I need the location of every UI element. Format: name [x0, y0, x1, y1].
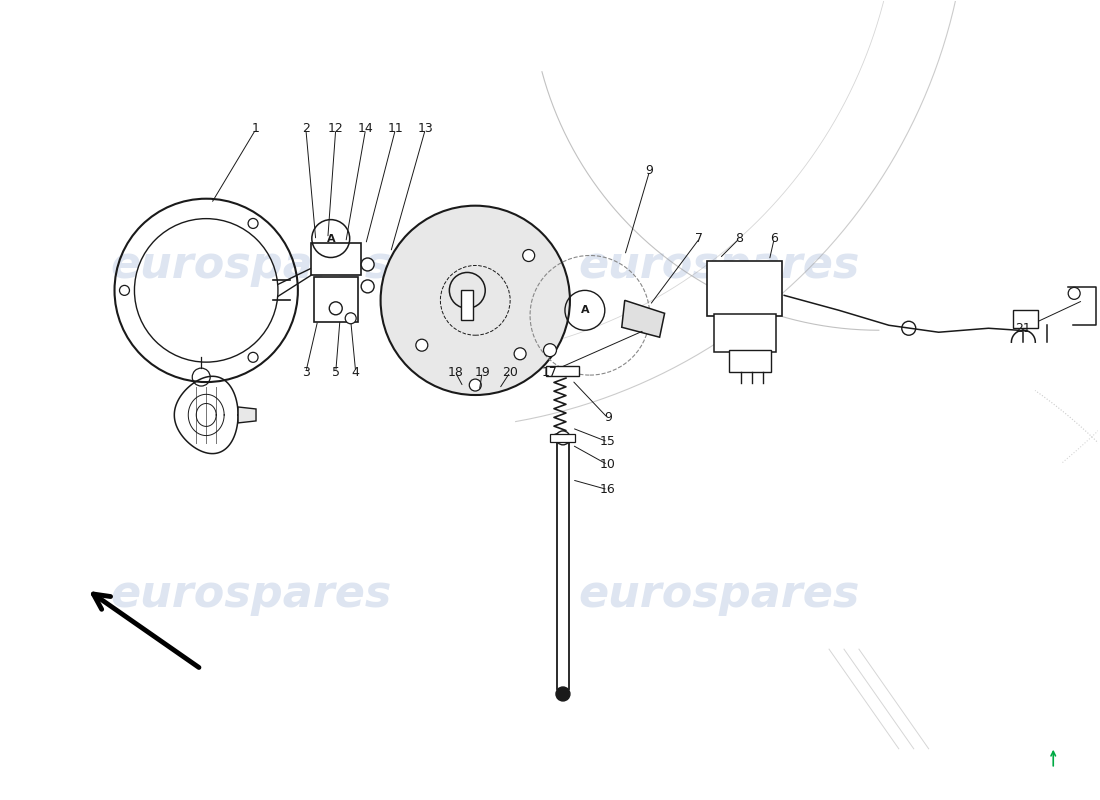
Circle shape: [514, 348, 526, 360]
FancyBboxPatch shape: [546, 366, 579, 376]
Polygon shape: [461, 290, 473, 320]
FancyBboxPatch shape: [1013, 310, 1038, 328]
Polygon shape: [238, 407, 256, 423]
Text: 9: 9: [646, 164, 653, 178]
Circle shape: [1068, 287, 1080, 299]
Circle shape: [543, 344, 557, 357]
Text: 4: 4: [352, 366, 360, 378]
Text: 16: 16: [600, 483, 616, 496]
FancyBboxPatch shape: [729, 350, 771, 372]
Text: eurospares: eurospares: [110, 573, 392, 616]
FancyBboxPatch shape: [311, 242, 361, 275]
Circle shape: [345, 313, 356, 324]
FancyBboxPatch shape: [314, 278, 358, 322]
Circle shape: [416, 339, 428, 351]
Text: 2: 2: [301, 122, 310, 135]
Circle shape: [249, 352, 258, 362]
Text: 13: 13: [418, 122, 433, 135]
FancyBboxPatch shape: [550, 434, 575, 442]
Circle shape: [329, 302, 342, 314]
Text: 15: 15: [600, 435, 616, 448]
Circle shape: [381, 206, 570, 395]
Text: 12: 12: [328, 122, 343, 135]
Circle shape: [556, 687, 570, 701]
Text: 10: 10: [600, 458, 616, 471]
Circle shape: [361, 280, 374, 293]
FancyBboxPatch shape: [707, 262, 782, 316]
Circle shape: [249, 218, 258, 229]
Text: 17: 17: [542, 366, 558, 378]
Text: eurospares: eurospares: [110, 244, 392, 287]
Circle shape: [556, 431, 570, 445]
Text: 7: 7: [695, 232, 704, 245]
Text: 9: 9: [604, 411, 612, 425]
Text: 20: 20: [503, 366, 518, 378]
Text: 11: 11: [387, 122, 404, 135]
Circle shape: [120, 286, 130, 295]
FancyBboxPatch shape: [714, 314, 777, 352]
Polygon shape: [621, 300, 664, 338]
Text: 18: 18: [448, 366, 463, 378]
Text: 14: 14: [358, 122, 374, 135]
Text: 5: 5: [332, 366, 340, 378]
Circle shape: [470, 379, 481, 391]
Text: 6: 6: [770, 232, 778, 245]
Text: A: A: [581, 306, 590, 315]
Text: eurospares: eurospares: [579, 573, 860, 616]
Text: 3: 3: [301, 366, 310, 378]
Text: 8: 8: [735, 232, 744, 245]
Text: eurospares: eurospares: [579, 244, 860, 287]
Text: A: A: [327, 234, 336, 243]
Text: 1: 1: [252, 122, 260, 135]
Circle shape: [361, 258, 374, 271]
Text: 21: 21: [1015, 322, 1031, 334]
Text: 19: 19: [474, 366, 491, 378]
Circle shape: [522, 250, 535, 262]
